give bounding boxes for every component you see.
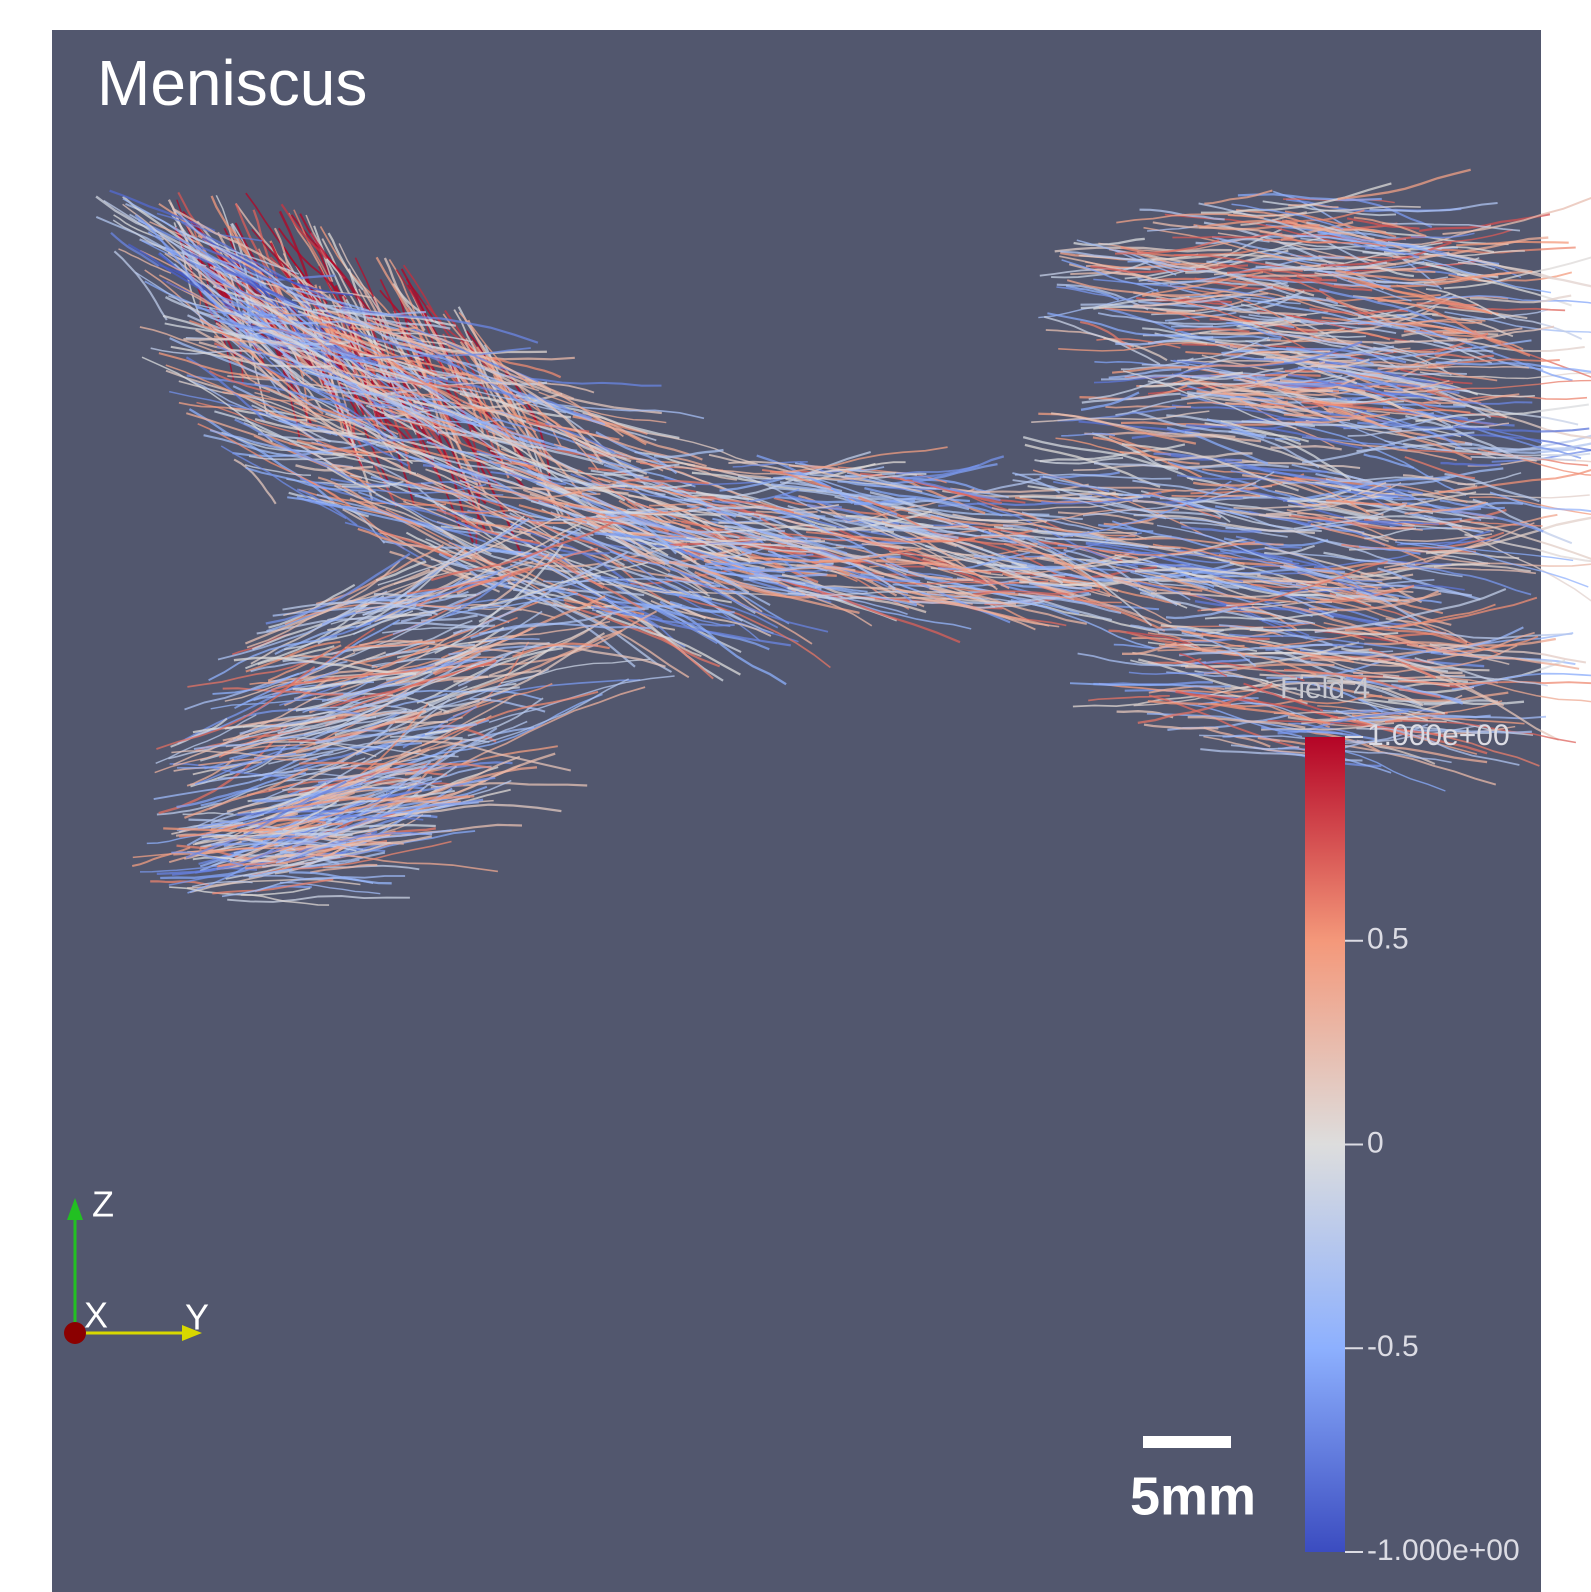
- axis-z-label: Z: [92, 1184, 114, 1225]
- view-title: Meniscus: [97, 47, 367, 119]
- colorbar-tick-label: 0: [1367, 1126, 1384, 1159]
- colorbar-tick-label: -0.5: [1367, 1330, 1419, 1363]
- fiber: [295, 834, 353, 835]
- scale-bar: [1143, 1436, 1231, 1448]
- viewport-svg: Meniscus Z X Y 5mm Field 4 1.000e+00 0.5 0…: [0, 0, 1591, 1592]
- colorbar-tick-label: 1.000e+00: [1367, 719, 1510, 752]
- colorbar-ramp: [1305, 737, 1345, 1552]
- fiber: [395, 722, 448, 723]
- page: Meniscus Z X Y 5mm Field 4 1.000e+00 0.5 0…: [0, 0, 1591, 1592]
- scale-bar-label: 5mm: [1130, 1466, 1256, 1526]
- axis-x-label: X: [84, 1295, 108, 1336]
- colorbar-title: Field 4: [1280, 672, 1370, 705]
- colorbar-tick-label: -1.000e+00: [1367, 1534, 1520, 1567]
- axis-y-label: Y: [185, 1297, 209, 1338]
- colorbar-tick-label: 0.5: [1367, 923, 1409, 956]
